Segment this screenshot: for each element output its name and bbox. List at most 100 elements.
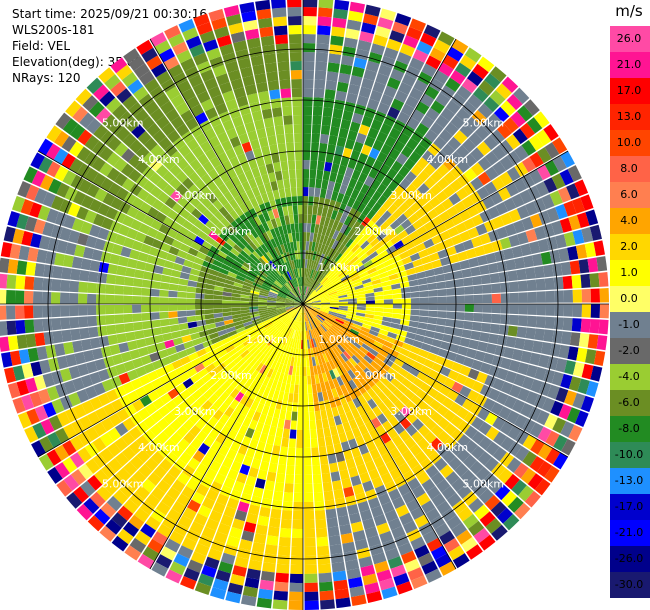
range-gate-cell — [276, 299, 286, 303]
range-gate-cell — [33, 375, 47, 391]
range-gate-cell — [366, 209, 377, 220]
range-gate-cell — [83, 497, 100, 515]
range-gate-cell — [195, 483, 210, 497]
range-gate-cell — [277, 418, 285, 429]
range-gate-cell — [85, 426, 100, 442]
range-gate-cell — [249, 301, 259, 304]
range-gate-cell — [297, 304, 303, 311]
range-gate-cell — [303, 304, 310, 311]
range-gate-cell — [455, 144, 470, 159]
range-gate-cell — [161, 516, 177, 531]
range-gate-cell — [320, 301, 330, 303]
range-gate-cell — [568, 424, 583, 442]
range-gate-cell — [332, 108, 344, 119]
range-gate-cell — [356, 306, 366, 311]
range-gate-cell — [450, 415, 464, 428]
range-gate-cell — [304, 268, 307, 278]
range-gate-cell — [291, 196, 298, 206]
range-gate-cell — [274, 361, 281, 372]
range-gate-cell — [126, 369, 139, 381]
range-gate-cell — [449, 402, 462, 415]
range-gate-cell — [200, 335, 211, 343]
range-gate-cell — [304, 537, 316, 547]
colorbar-tick-label: 2.0 — [620, 240, 638, 253]
range-gate-cell — [529, 422, 544, 438]
range-gate-cell — [292, 320, 297, 330]
range-gate-cell — [563, 390, 577, 406]
range-gate-cell — [397, 483, 411, 496]
range-gate-cell — [322, 362, 329, 373]
range-gate-cell — [168, 290, 178, 298]
range-gate-cell — [362, 432, 373, 444]
range-gate-cell — [291, 232, 297, 242]
range-gate-cell — [383, 240, 394, 250]
range-gate-cell — [276, 278, 284, 286]
range-gate-cell — [311, 305, 321, 309]
range-gate-cell — [404, 436, 417, 450]
range-gate-cell — [245, 512, 259, 525]
range-gate-cell — [285, 299, 295, 303]
range-gate-cell — [555, 387, 569, 403]
range-gate-cell — [334, 497, 347, 509]
range-gate-cell — [15, 290, 25, 304]
range-gate-cell — [489, 89, 506, 106]
range-gate-cell — [446, 205, 459, 218]
range-gate-cell — [307, 311, 314, 320]
range-gate-cell — [285, 298, 295, 302]
range-gate-cell — [177, 284, 188, 292]
range-gate-cell — [255, 362, 264, 372]
range-gate-cell — [332, 17, 347, 29]
range-gate-cell — [178, 226, 190, 237]
range-gate-cell — [303, 115, 312, 125]
range-gate-cell — [33, 219, 46, 235]
range-gate-cell — [142, 546, 159, 562]
range-gate-cell — [317, 355, 323, 365]
range-gate-cell — [139, 500, 155, 516]
range-gate-cell — [130, 219, 143, 231]
range-gate-cell — [218, 561, 234, 574]
range-gate-cell — [283, 272, 290, 282]
range-gate-cell — [428, 451, 442, 465]
range-gate-cell — [163, 438, 177, 452]
range-gate-cell — [118, 224, 130, 237]
range-gate-cell — [189, 521, 205, 535]
range-gate-cell — [247, 343, 257, 353]
range-gate-cell — [557, 186, 572, 203]
range-gate-cell — [450, 442, 464, 456]
range-gate-cell — [416, 157, 429, 170]
range-gate-cell — [390, 564, 407, 578]
range-gate-cell — [142, 429, 156, 443]
range-gate-cell — [187, 559, 204, 573]
range-gate-cell — [268, 274, 277, 282]
range-gate-cell — [368, 348, 379, 357]
range-gate-cell — [492, 446, 507, 462]
range-gate-cell — [381, 210, 392, 221]
range-gate-cell — [37, 138, 54, 156]
range-gate-cell — [339, 272, 349, 280]
range-gate-cell — [267, 337, 275, 346]
range-gate-cell — [305, 330, 309, 340]
range-gate-cell — [419, 297, 429, 304]
range-gate-cell — [321, 418, 330, 429]
range-gate-cell — [339, 213, 348, 224]
range-gate-cell — [378, 349, 389, 358]
range-gate-cell — [306, 357, 310, 367]
range-gate-cell — [54, 444, 70, 461]
range-gate-cell — [291, 310, 298, 318]
range-gate-cell — [477, 56, 495, 73]
range-gate-cell — [170, 406, 183, 419]
range-gate-cell — [36, 346, 48, 361]
range-gate-cell — [286, 307, 295, 312]
range-gate-cell — [352, 199, 361, 211]
range-gate-cell — [297, 196, 303, 206]
range-gate-cell — [222, 259, 233, 268]
range-gate-cell — [99, 447, 115, 463]
range-gate-cell — [327, 258, 335, 268]
range-gate-cell — [489, 273, 500, 284]
range-gate-cell — [303, 250, 306, 260]
range-gate-cell — [239, 237, 249, 247]
range-gate-cell — [316, 43, 329, 54]
range-gate-cell — [553, 276, 564, 290]
range-gate-cell — [317, 554, 331, 565]
range-gate-cell — [105, 294, 115, 304]
